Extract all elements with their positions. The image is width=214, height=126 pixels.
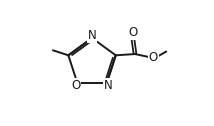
Text: O: O [149, 51, 158, 64]
Text: O: O [128, 26, 137, 39]
Text: N: N [88, 29, 97, 42]
Text: N: N [104, 79, 113, 92]
Text: O: O [71, 79, 80, 92]
